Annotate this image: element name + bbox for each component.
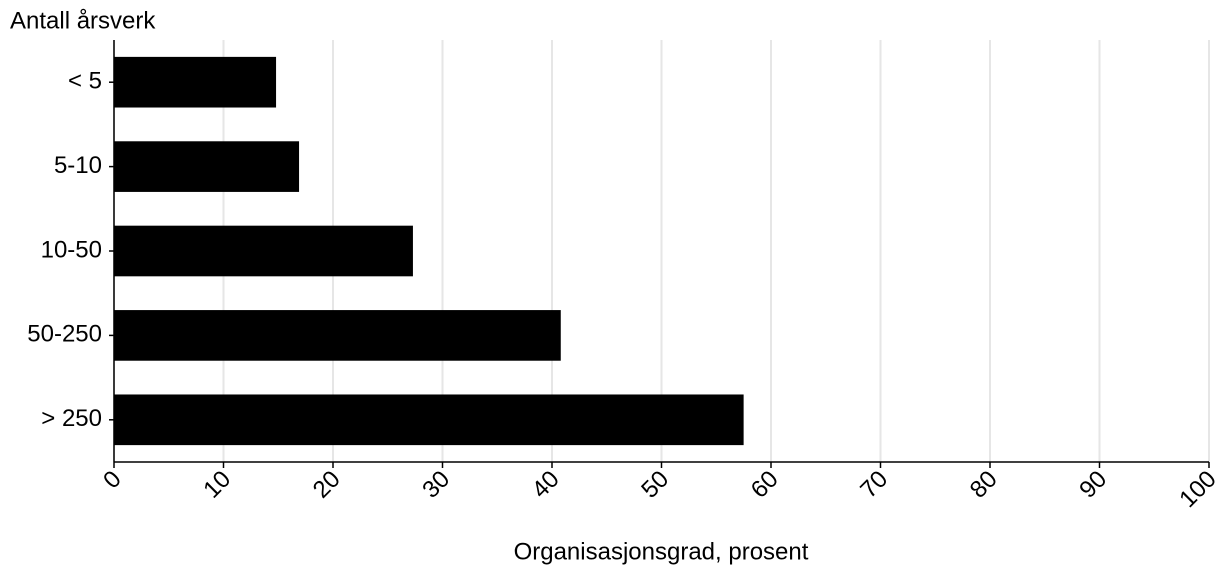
x-tick-label: 30 [417,466,455,504]
y-tick-label: > 250 [41,405,102,432]
bar [114,225,413,277]
x-axis-title: Organisasjonsgrad, prosent [514,538,809,565]
x-tick-label: 10 [198,466,236,504]
x-tick-label: 100 [1174,466,1216,513]
x-tick-label: 70 [855,466,893,504]
x-tick-label: 80 [965,466,1003,504]
bar [114,56,277,108]
y-axis-title: Antall årsverk [10,7,156,34]
x-tick-label: 60 [746,466,784,504]
x-tick-label: 50 [636,466,674,504]
x-tick-label: 20 [308,466,346,504]
y-tick-label: 10-50 [41,236,102,263]
y-tick-label: 5-10 [54,152,102,179]
bar [114,310,561,361]
y-tick-label: < 5 [68,68,102,95]
y-tick-label: 50-250 [27,321,102,348]
x-tick-label: 90 [1074,466,1112,504]
x-tick-label: 40 [527,466,565,504]
bar [114,394,744,446]
x-tick-label: 0 [98,466,127,495]
bar [114,141,300,192]
